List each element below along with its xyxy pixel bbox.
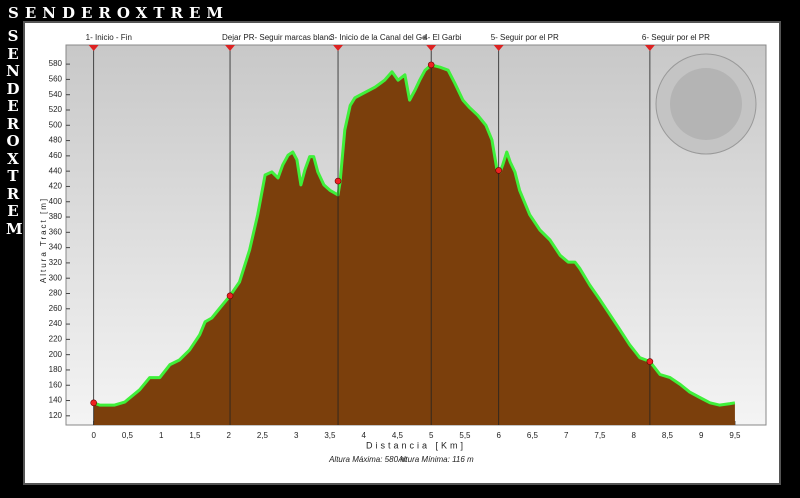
- x-tick-label: 2,5: [257, 431, 269, 440]
- y-tick-label: 520: [49, 105, 63, 114]
- x-tick-label: 9: [699, 431, 704, 440]
- x-axis-title: Distancia [Km]: [366, 440, 466, 450]
- y-tick-label: 300: [49, 273, 63, 282]
- y-tick-label: 240: [49, 319, 63, 328]
- x-tick-label: 1: [159, 431, 164, 440]
- y-tick-label: 480: [49, 136, 63, 145]
- y-tick-label: 580: [49, 59, 63, 68]
- waypoint-marker: [88, 45, 99, 51]
- y-tick-label: 260: [49, 304, 63, 313]
- waypoint-label: 6- Seguir por el PR: [642, 33, 710, 42]
- y-tick-label: 220: [49, 334, 63, 343]
- x-tick-label: 7,5: [594, 431, 606, 440]
- x-tick-label: 3,5: [324, 431, 336, 440]
- x-tick-label: 8,5: [662, 431, 674, 440]
- waypoint-dot: [646, 358, 654, 365]
- y-axis-title: Altura Tract [m]: [39, 197, 48, 283]
- y-tick-label: 360: [49, 227, 63, 236]
- waypoint-marker: [225, 45, 236, 51]
- y-tick-label: 540: [49, 90, 63, 99]
- x-tick-label: 8: [631, 431, 636, 440]
- y-tick-label: 340: [49, 243, 63, 252]
- x-tick-label: 5,5: [459, 431, 471, 440]
- stat: Altura Mínima: 116 m: [397, 455, 474, 464]
- x-tick-label: 6: [496, 431, 501, 440]
- waypoint-dot: [495, 167, 502, 174]
- y-tick-label: 560: [49, 75, 63, 84]
- watermark-logo: [670, 68, 742, 140]
- x-tick-label: 2: [226, 431, 231, 440]
- waypoint-marker: [493, 45, 504, 51]
- y-tick-label: 460: [49, 151, 63, 160]
- x-tick-label: 9,5: [729, 431, 741, 440]
- stat: Altura Máxima: 580 m: [328, 455, 407, 464]
- y-tick-label: 440: [49, 166, 63, 175]
- x-tick-label: 7: [564, 431, 569, 440]
- y-tick-label: 320: [49, 258, 63, 267]
- waypoint-label: 4- El Garbi: [423, 33, 461, 42]
- waypoint-marker: [426, 45, 437, 51]
- x-tick-label: 4,5: [392, 431, 404, 440]
- brand: SENDEROXTREM: [8, 4, 229, 22]
- y-tick-label: 380: [49, 212, 63, 221]
- x-tick-label: 1,5: [189, 431, 201, 440]
- y-tick-label: 180: [49, 365, 63, 374]
- waypoint-label: 1- Inicio - Fin: [86, 33, 132, 42]
- waypoint-marker: [333, 45, 344, 51]
- waypoint-dot: [334, 177, 342, 185]
- brand-vertical: SENDEROXTREM: [6, 27, 23, 238]
- y-tick-label: 420: [49, 182, 63, 191]
- y-tick-label: 500: [49, 120, 63, 129]
- waypoint-dot: [90, 399, 97, 407]
- y-tick-label: 160: [49, 380, 63, 389]
- y-tick-label: 120: [49, 411, 63, 420]
- waypoint-label: Dejar PR- Seguir marcas blanc: [222, 33, 332, 42]
- waypoint-dot: [427, 61, 435, 69]
- waypoint-dot: [226, 292, 234, 300]
- y-tick-label: 200: [49, 350, 63, 359]
- y-tick-label: 140: [49, 396, 63, 405]
- x-tick-label: 0: [91, 431, 96, 440]
- y-tick-label: 400: [49, 197, 63, 206]
- x-tick-label: 3: [294, 431, 299, 440]
- area: [93, 64, 735, 426]
- y-tick-label: 280: [49, 289, 63, 298]
- x-tick-label: 0,5: [122, 431, 134, 440]
- waypoint-label: 5- Seguir por el PR: [491, 33, 559, 42]
- waypoint-marker: [644, 45, 655, 51]
- x-tick-label: 5: [429, 431, 434, 440]
- waypoint-label: 3- Inicio de la Canal del Ge: [330, 33, 427, 42]
- x-tick-label: 4: [361, 431, 366, 440]
- x-tick-label: 6,5: [527, 431, 539, 440]
